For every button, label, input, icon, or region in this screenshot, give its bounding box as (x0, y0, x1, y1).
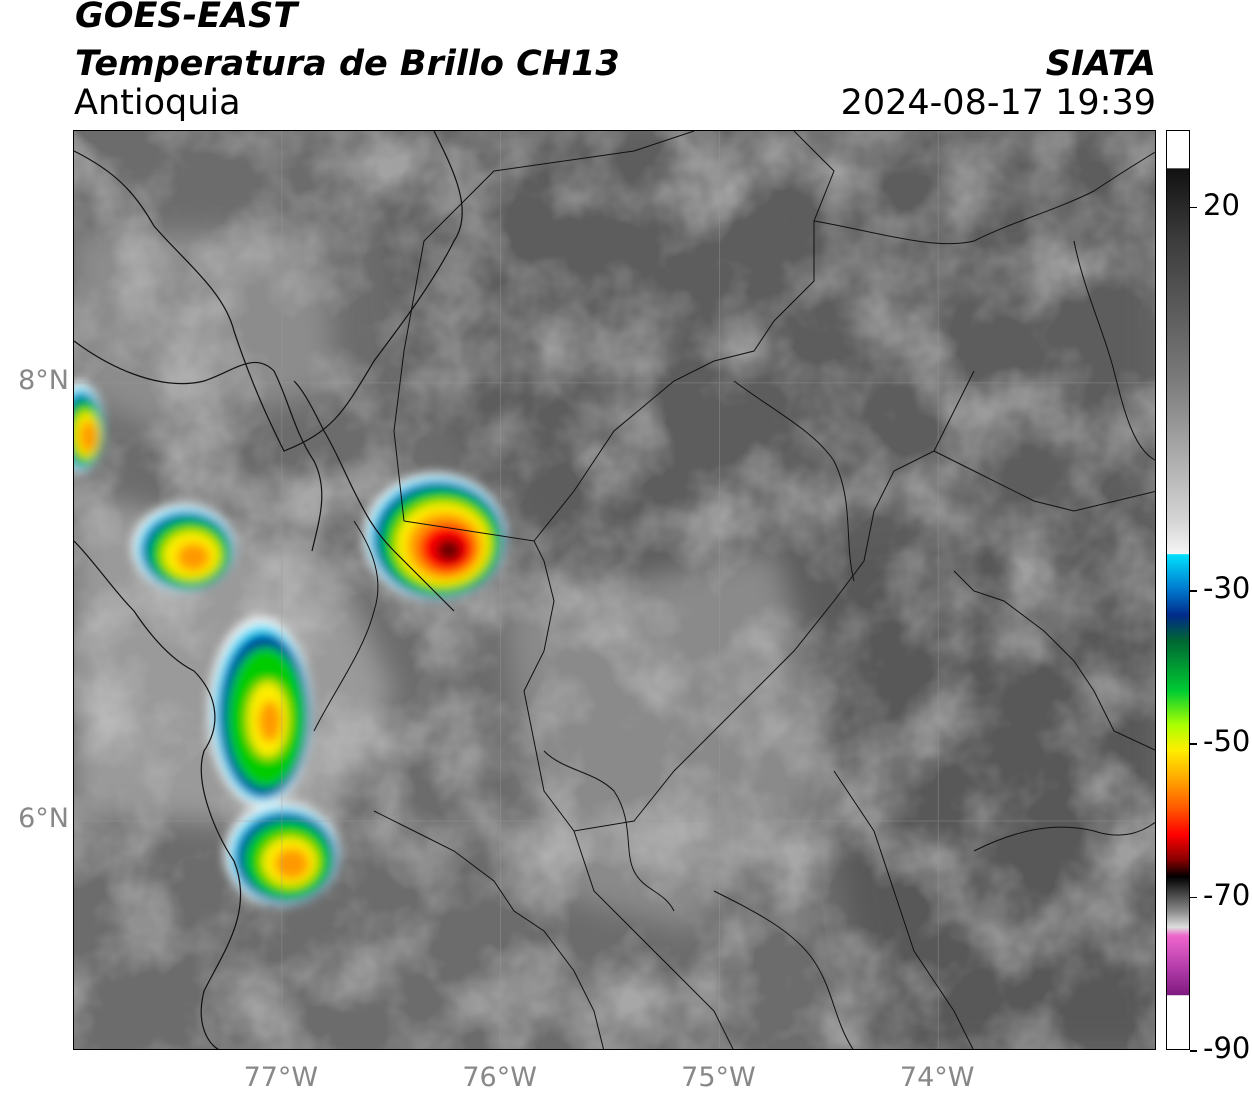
storm-cell (131, 503, 236, 592)
colorbar-tick (1190, 1050, 1197, 1052)
colorbar-tick-label: -90 (1203, 1031, 1251, 1065)
storm-cell (363, 472, 507, 601)
lat-tick-label: 6°N (18, 803, 69, 834)
colorbar-tick (1190, 206, 1197, 209)
admin-boundaries (313, 131, 1155, 1049)
satellite-title: GOES-EAST (75, 0, 298, 36)
storm-cell (74, 380, 105, 473)
cell-contour (79, 420, 98, 453)
colorbar-tick-label: -70 (1203, 877, 1251, 912)
lon-tick-label: 77°W (243, 1062, 319, 1093)
storm-cells (74, 380, 507, 906)
colorbar-tick-label: -30 (1203, 571, 1251, 605)
colorbar-tick (1190, 896, 1197, 899)
colorbar-tick (1190, 743, 1197, 745)
cell-contour (176, 543, 211, 572)
organization-label: SIATA (1045, 44, 1156, 84)
colorbar-tick-label: 20 (1203, 187, 1240, 222)
timestamp-label: 2024-08-17 19:39 (840, 83, 1156, 123)
storm-cell (207, 616, 312, 807)
map-canvas (74, 131, 1155, 1049)
satellite-map[interactable] (73, 130, 1156, 1050)
cell-contour (436, 538, 462, 562)
lon-tick-label: 76°W (462, 1062, 537, 1093)
region-label: Antioquia (74, 83, 241, 123)
lat-tick-label: 8°N (18, 364, 69, 396)
product-title: Temperatura de Brillo CH13 (75, 44, 620, 84)
colorbar-tick (1190, 590, 1197, 592)
graticule (74, 131, 1155, 1049)
cell-contour (258, 700, 282, 743)
colorbar (1166, 130, 1190, 1050)
lon-tick-label: 75°W (681, 1062, 756, 1093)
cell-contour (274, 848, 310, 880)
coastline (74, 131, 463, 1049)
lon-tick-label: 74°W (899, 1062, 975, 1093)
colorbar-tick-label: -50 (1203, 724, 1251, 759)
